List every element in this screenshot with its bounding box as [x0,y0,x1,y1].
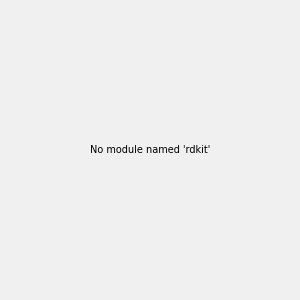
Text: No module named 'rdkit': No module named 'rdkit' [90,145,210,155]
